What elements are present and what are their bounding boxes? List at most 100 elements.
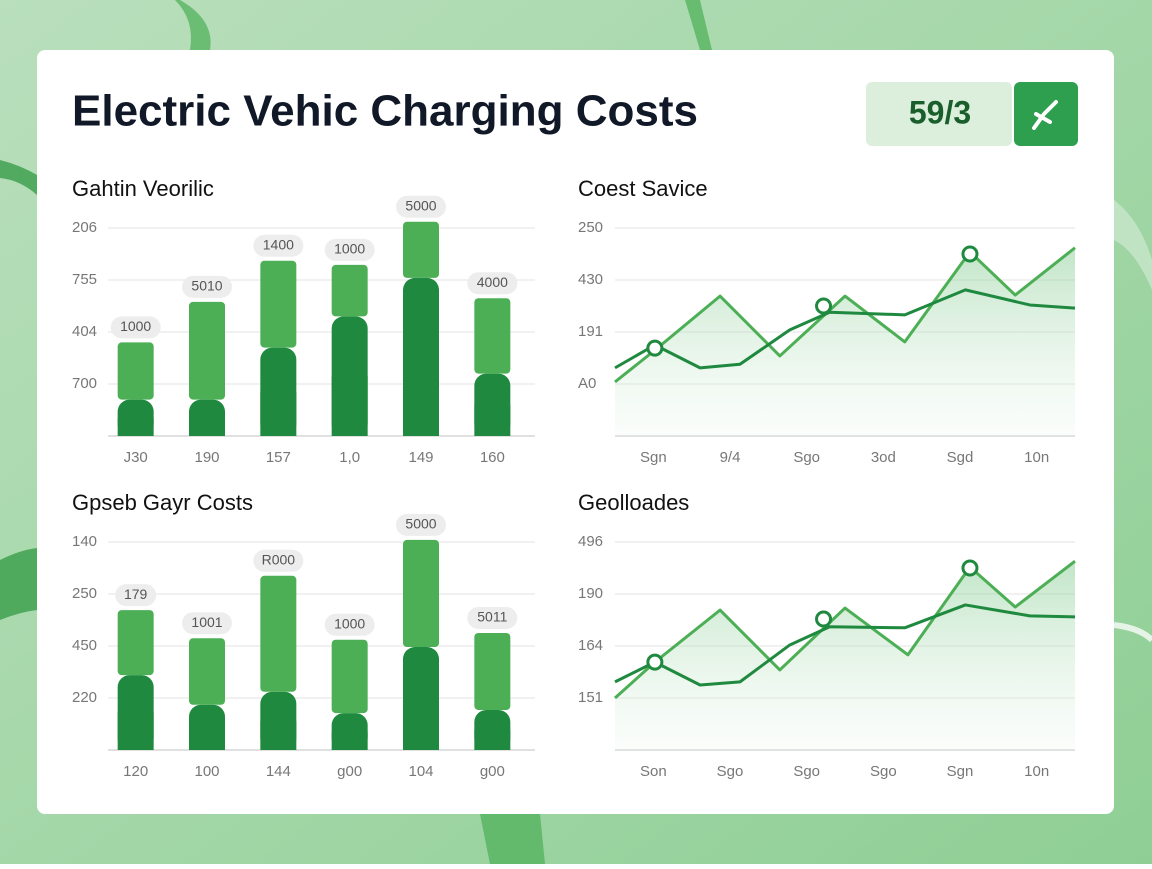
x-tick-label: 10n (1024, 449, 1049, 466)
y-tick-label: 191 (578, 323, 603, 340)
x-tick-label: g00 (480, 763, 505, 780)
x-tick-label: Sgo (870, 763, 897, 780)
value-label: 1400 (263, 236, 294, 252)
value-label-pill (253, 549, 304, 572)
value-label-pill (115, 584, 157, 607)
x-tick-label: Sgn (640, 449, 667, 466)
x-tick-label: Sgo (793, 449, 820, 466)
marker (961, 245, 979, 263)
button-icon (1032, 100, 1058, 130)
value-label-pill (467, 272, 518, 295)
value-label: 1000 (334, 615, 365, 631)
marker (646, 653, 664, 671)
bar-segment (474, 633, 511, 710)
y-tick-label: 164 (578, 637, 603, 654)
x-tick-label: Sgn (947, 763, 974, 780)
marker (815, 297, 833, 315)
value-label: 1000 (334, 241, 365, 257)
y-tick-label: 404 (72, 323, 97, 340)
bar-segment-foot (474, 404, 511, 436)
line (614, 288, 1076, 370)
bar-segment (331, 264, 368, 317)
y-tick-label: 430 (578, 271, 603, 288)
bar-segment-foot (331, 376, 368, 436)
y-tick-label: 496 (578, 533, 603, 550)
x-tick-label: 1,0 (339, 449, 360, 466)
marker (961, 559, 979, 577)
bar-segment (260, 575, 297, 692)
x-tick-label: 190 (194, 449, 219, 466)
bar-segment-foot (260, 391, 297, 436)
marker (646, 339, 664, 357)
decoration (0, 160, 37, 195)
x-tick-label: 10n (1024, 763, 1049, 780)
decoration (175, 0, 211, 50)
x-tick-label: 157 (266, 449, 291, 466)
bar-segment (403, 221, 439, 278)
value-label-pill (253, 234, 304, 257)
line (613, 560, 1076, 700)
x-tick-label: Sgo (717, 763, 744, 780)
decoration (0, 548, 37, 620)
badge-value: 59/3 (909, 94, 971, 130)
bar-segment-foot (403, 356, 439, 436)
value-label-pill (467, 607, 518, 629)
x-tick-label: J30 (124, 449, 148, 466)
bar-segment-foot (189, 727, 225, 750)
x-tick-label: Sgd (947, 449, 974, 466)
decoration (1114, 200, 1152, 290)
x-tick-label: 104 (408, 763, 433, 780)
badge (866, 82, 1012, 146)
bar-segment (474, 298, 511, 374)
y-tick-label: 190 (578, 585, 603, 602)
decoration (480, 814, 545, 864)
line (614, 246, 1076, 384)
x-tick-label: 3od (871, 449, 896, 466)
bar-segment (403, 539, 439, 648)
bar-segment (331, 639, 368, 714)
bar-segment-foot (117, 417, 154, 436)
value-label: 179 (124, 586, 148, 602)
decoration (685, 0, 712, 50)
page-title: Electric Vehic Charging Costs (72, 87, 698, 136)
bar-segment (260, 260, 297, 348)
value-label: 5010 (191, 278, 222, 294)
bar-segment (189, 301, 225, 400)
value-label: 1001 (191, 614, 222, 630)
y-tick-label: 151 (578, 689, 603, 706)
y-tick-label: 250 (72, 585, 97, 602)
x-tick-label: Son (640, 763, 667, 780)
bar-segment (117, 342, 154, 400)
chart-title: Gahtin Veorilic (72, 176, 214, 201)
value-label-pill (396, 513, 446, 536)
bar-segment-foot (260, 720, 297, 750)
chart-title: Coest Savice (578, 176, 708, 201)
x-tick-label: 144 (266, 763, 291, 780)
bar-segment-foot (189, 417, 225, 436)
line (614, 603, 1076, 687)
bar-segment (189, 638, 225, 705)
chart-title: Geolloades (578, 490, 689, 515)
bar-segment-foot (474, 729, 511, 750)
value-label: 1000 (120, 318, 151, 334)
value-label: 4000 (477, 274, 508, 290)
value-label-pill (182, 275, 232, 298)
y-tick-label: 755 (72, 271, 97, 288)
value-label: 5000 (405, 516, 436, 532)
value-label: 5000 (405, 197, 436, 213)
x-tick-label: Sgo (793, 763, 820, 780)
x-tick-label: 160 (480, 449, 505, 466)
area (615, 247, 1075, 436)
value-label-pill (396, 195, 446, 218)
value-label-pill (324, 238, 375, 261)
y-tick-label: 140 (72, 533, 97, 550)
y-tick-label: 220 (72, 689, 97, 706)
bar-segment-foot (117, 712, 154, 750)
y-tick-label: 450 (72, 637, 97, 654)
value-label: 5011 (477, 609, 507, 625)
bar-segment-foot (331, 731, 368, 750)
value-label-pill (182, 612, 232, 635)
x-tick-label: 9/4 (720, 449, 741, 466)
y-tick-label: 206 (72, 219, 97, 236)
